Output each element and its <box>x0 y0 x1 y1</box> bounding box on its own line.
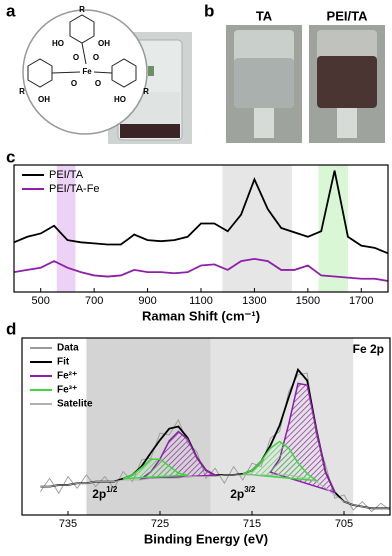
vial-pei-liquid <box>317 56 377 108</box>
x-tick-label: 1500 <box>296 295 320 307</box>
atom-label: O <box>71 79 77 88</box>
highlight-band <box>86 338 211 515</box>
photo-caption: TA <box>256 8 273 23</box>
legend-label: Satelite <box>57 399 93 410</box>
legend-label: Fe²⁺ <box>57 371 77 382</box>
x-tick-label: 500 <box>32 295 50 307</box>
atom-label: OH <box>38 95 50 104</box>
annotation: 2p3/2 <box>230 485 256 501</box>
legend-label: Fit <box>57 357 70 368</box>
x-tick-label: 1300 <box>242 295 266 307</box>
structure-rings <box>27 14 137 88</box>
annotation: Fe 2p <box>353 342 384 356</box>
photo-caption: PEI/TA <box>327 8 369 23</box>
atom-label: R <box>79 5 85 14</box>
legend-label: PEI/TA <box>49 169 84 181</box>
structure-circle <box>22 9 148 135</box>
vial-ta-stem <box>254 108 274 138</box>
panel-label: b <box>204 1 214 20</box>
vial-pei-stem <box>337 108 357 138</box>
annotation-base: 2p <box>92 487 106 501</box>
x-axis-title: Raman Shift (cm⁻¹) <box>142 308 260 323</box>
panel-label: a <box>6 1 16 20</box>
x-tick-label: 715 <box>243 518 261 530</box>
highlight-band <box>56 165 76 292</box>
panel-label: c <box>6 147 15 166</box>
panel-label: d <box>6 319 16 338</box>
annotation-base: 2p <box>230 487 244 501</box>
x-tick-label: 900 <box>138 295 156 307</box>
x-tick-label: 1100 <box>189 295 213 307</box>
x-tick-label: 1700 <box>349 295 373 307</box>
plot-frame <box>21 337 391 516</box>
atom-label: Fe <box>82 67 92 76</box>
annotation: 2p1/2 <box>92 485 118 501</box>
highlight-band <box>318 165 348 292</box>
series-line <box>40 474 390 509</box>
legend-label: Fe³⁺ <box>57 385 77 396</box>
x-axis-title: Binding Energy (eV) <box>144 531 268 546</box>
annotation-sup: 1/2 <box>106 485 118 494</box>
precipitate <box>120 124 180 138</box>
atom-label: HO <box>52 39 64 48</box>
beaker-mark <box>148 66 154 76</box>
atom-label: O <box>73 53 79 62</box>
x-tick-label: 705 <box>335 518 353 530</box>
component-fill <box>122 440 319 482</box>
atom-label: O <box>93 53 99 62</box>
atom-label: O <box>95 79 101 88</box>
series-line <box>13 170 389 255</box>
x-tick-label: 700 <box>85 295 103 307</box>
vial-ta-liquid <box>234 58 294 108</box>
atom-label: R <box>19 87 25 96</box>
legend-label: Data <box>57 343 79 354</box>
legend-label: PEI/TA-Fe <box>49 183 100 195</box>
annotation-sup: 3/2 <box>244 485 256 494</box>
x-tick-label: 725 <box>151 518 169 530</box>
atom-label: OH <box>98 39 110 48</box>
atom-label: HO <box>114 95 126 104</box>
atom-label: R <box>143 87 149 96</box>
series-line <box>13 257 389 282</box>
x-tick-label: 735 <box>59 518 77 530</box>
